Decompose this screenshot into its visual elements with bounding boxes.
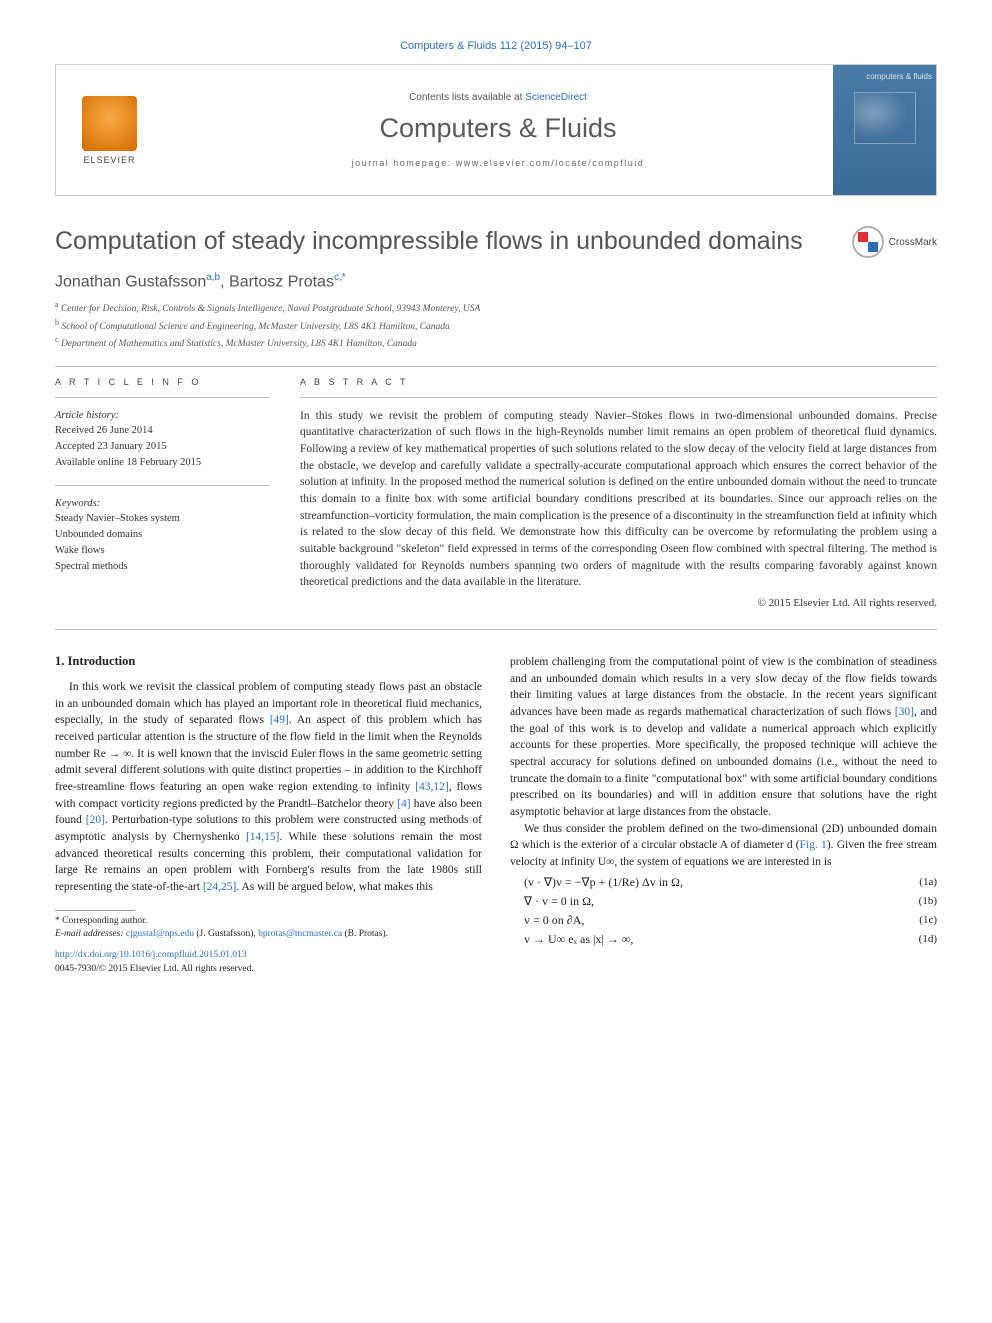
elsevier-logo-block: ELSEVIER xyxy=(56,65,163,195)
eq-1d-num: (1d) xyxy=(919,933,937,945)
affil-a: Center for Decision, Risk, Controls & Si… xyxy=(61,304,480,314)
header-center: Contents lists available at ScienceDirec… xyxy=(163,65,833,195)
intro-para-1: In this work we revisit the classical pr… xyxy=(55,679,482,896)
intro-para-2: We thus consider the problem defined on … xyxy=(510,821,937,871)
author-2-affil-sup: c,* xyxy=(334,272,346,283)
history-title: Article history: xyxy=(55,408,270,424)
eq-1d-expr: v → U∞ eₓ as |x| → ∞, xyxy=(524,932,633,947)
article-info-label: A R T I C L E I N F O xyxy=(55,377,270,387)
intro-para-1-cont: problem challenging from the computation… xyxy=(510,654,937,821)
rule-after-abstract xyxy=(55,629,937,630)
ref-4[interactable]: [4] xyxy=(397,798,410,810)
eq-1c-expr: v = 0 on ∂A, xyxy=(524,913,584,928)
journal-homepage-line: journal homepage: www.elsevier.com/locat… xyxy=(173,158,823,168)
rule-abstract-top xyxy=(300,397,937,398)
ref-24-25[interactable]: [24,25] xyxy=(203,881,237,893)
affil-b: School of Computational Science and Engi… xyxy=(61,322,449,332)
abstract-text: In this study we revisit the problem of … xyxy=(300,408,937,591)
article-history: Article history: Received 26 June 2014 A… xyxy=(55,408,270,471)
eq-1b-num: (1b) xyxy=(919,895,937,907)
contents-prefix: Contents lists available at xyxy=(409,92,525,103)
affil-c: Department of Mathematics and Statistics… xyxy=(61,339,417,349)
history-received: Received 26 June 2014 xyxy=(55,423,270,439)
author-1-affil-sup: a,b xyxy=(206,272,220,283)
footnote-rule xyxy=(55,910,135,911)
footnote-block: * Corresponding author. E-mail addresses… xyxy=(55,915,482,942)
equation-1c: v = 0 on ∂A, (1c) xyxy=(524,913,937,928)
email-2-name: (B. Protas). xyxy=(344,929,388,939)
cover-title: computers & fluids xyxy=(837,73,932,82)
article-title: Computation of steady incompressible flo… xyxy=(55,226,803,256)
body-col-left: 1. Introduction In this work we revisit … xyxy=(55,654,482,976)
abstract-label: A B S T R A C T xyxy=(300,377,937,387)
equation-1d: v → U∞ eₓ as |x| → ∞, (1d) xyxy=(524,932,937,947)
email-2[interactable]: bprotas@mcmaster.ca xyxy=(258,929,342,939)
author-1: Jonathan Gustafsson xyxy=(55,273,206,290)
ref-30[interactable]: [30] xyxy=(895,706,914,718)
homepage-url[interactable]: www.elsevier.com/locate/compfluid xyxy=(456,158,645,168)
ref-49[interactable]: [49] xyxy=(270,714,289,726)
t7: . As will be argued below, what makes th… xyxy=(236,881,432,893)
ref-20[interactable]: [20] xyxy=(86,814,105,826)
sciencedirect-link[interactable]: ScienceDirect xyxy=(525,92,587,103)
email-label: E-mail addresses: xyxy=(55,929,124,939)
elsevier-label: ELSEVIER xyxy=(83,155,135,165)
eq-1a-num: (1a) xyxy=(919,876,937,888)
body-col-right: problem challenging from the computation… xyxy=(510,654,937,976)
journal-header-box: ELSEVIER Contents lists available at Sci… xyxy=(55,64,937,196)
issn-copyright: 0045-7930/© 2015 Elsevier Ltd. All right… xyxy=(55,963,482,976)
journal-name: Computers & Fluids xyxy=(173,113,823,144)
keyword-2: Unbounded domains xyxy=(55,527,270,543)
journal-cover-thumb: computers & fluids xyxy=(833,65,936,195)
history-online: Available online 18 February 2015 xyxy=(55,455,270,471)
corresponding-author: * Corresponding author. xyxy=(55,915,482,928)
eq-1a-expr: (v · ∇)v = −∇p + (1/Re) Δv in Ω, xyxy=(524,875,683,890)
homepage-prefix: journal homepage: xyxy=(352,158,456,168)
section-1-heading: 1. Introduction xyxy=(55,654,482,669)
keyword-1: Steady Navier–Stokes system xyxy=(55,511,270,527)
cover-swirl-graphic xyxy=(854,92,916,144)
rule-info-2 xyxy=(55,485,270,486)
affiliations: a Center for Decision, Risk, Controls & … xyxy=(55,299,937,351)
crossmark-icon xyxy=(852,226,884,258)
contents-available-line: Contents lists available at ScienceDirec… xyxy=(173,92,823,103)
email-1-name: (J. Gustafsson), xyxy=(196,929,255,939)
equation-1a: (v · ∇)v = −∇p + (1/Re) Δv in Ω, (1a) xyxy=(524,875,937,890)
eq-1b-expr: ∇ · v = 0 in Ω, xyxy=(524,894,594,909)
t9: , and the goal of this work is to develo… xyxy=(510,706,937,818)
elsevier-tree-icon xyxy=(82,96,137,151)
keywords-block: Keywords: Steady Navier–Stokes system Un… xyxy=(55,496,270,575)
crossmark-label: CrossMark xyxy=(889,237,937,248)
authors-line: Jonathan Gustafssona,b, Bartosz Protasc,… xyxy=(55,272,937,291)
ref-43-12[interactable]: [43,12] xyxy=(415,781,449,793)
rule-top xyxy=(55,366,937,367)
rule-info-1 xyxy=(55,397,270,398)
author-2: Bartosz Protas xyxy=(229,273,334,290)
keyword-3: Wake flows xyxy=(55,543,270,559)
ref-14-15[interactable]: [14,15] xyxy=(246,831,280,843)
crossmark-badge[interactable]: CrossMark xyxy=(852,226,937,258)
equation-1b: ∇ · v = 0 in Ω, (1b) xyxy=(524,894,937,909)
doi-link[interactable]: http://dx.doi.org/10.1016/j.compfluid.20… xyxy=(55,949,482,962)
eq-1c-num: (1c) xyxy=(919,914,937,926)
keyword-4: Spectral methods xyxy=(55,559,270,575)
history-accepted: Accepted 23 January 2015 xyxy=(55,439,270,455)
doi-block: http://dx.doi.org/10.1016/j.compfluid.20… xyxy=(55,949,482,976)
email-1[interactable]: cjgustaf@nps.edu xyxy=(126,929,194,939)
ref-fig1[interactable]: Fig. 1 xyxy=(800,839,827,851)
keywords-title: Keywords: xyxy=(55,496,270,512)
journal-citation: Computers & Fluids 112 (2015) 94–107 xyxy=(55,40,937,52)
t8: problem challenging from the computation… xyxy=(510,656,937,718)
copyright-line: © 2015 Elsevier Ltd. All rights reserved… xyxy=(300,597,937,609)
